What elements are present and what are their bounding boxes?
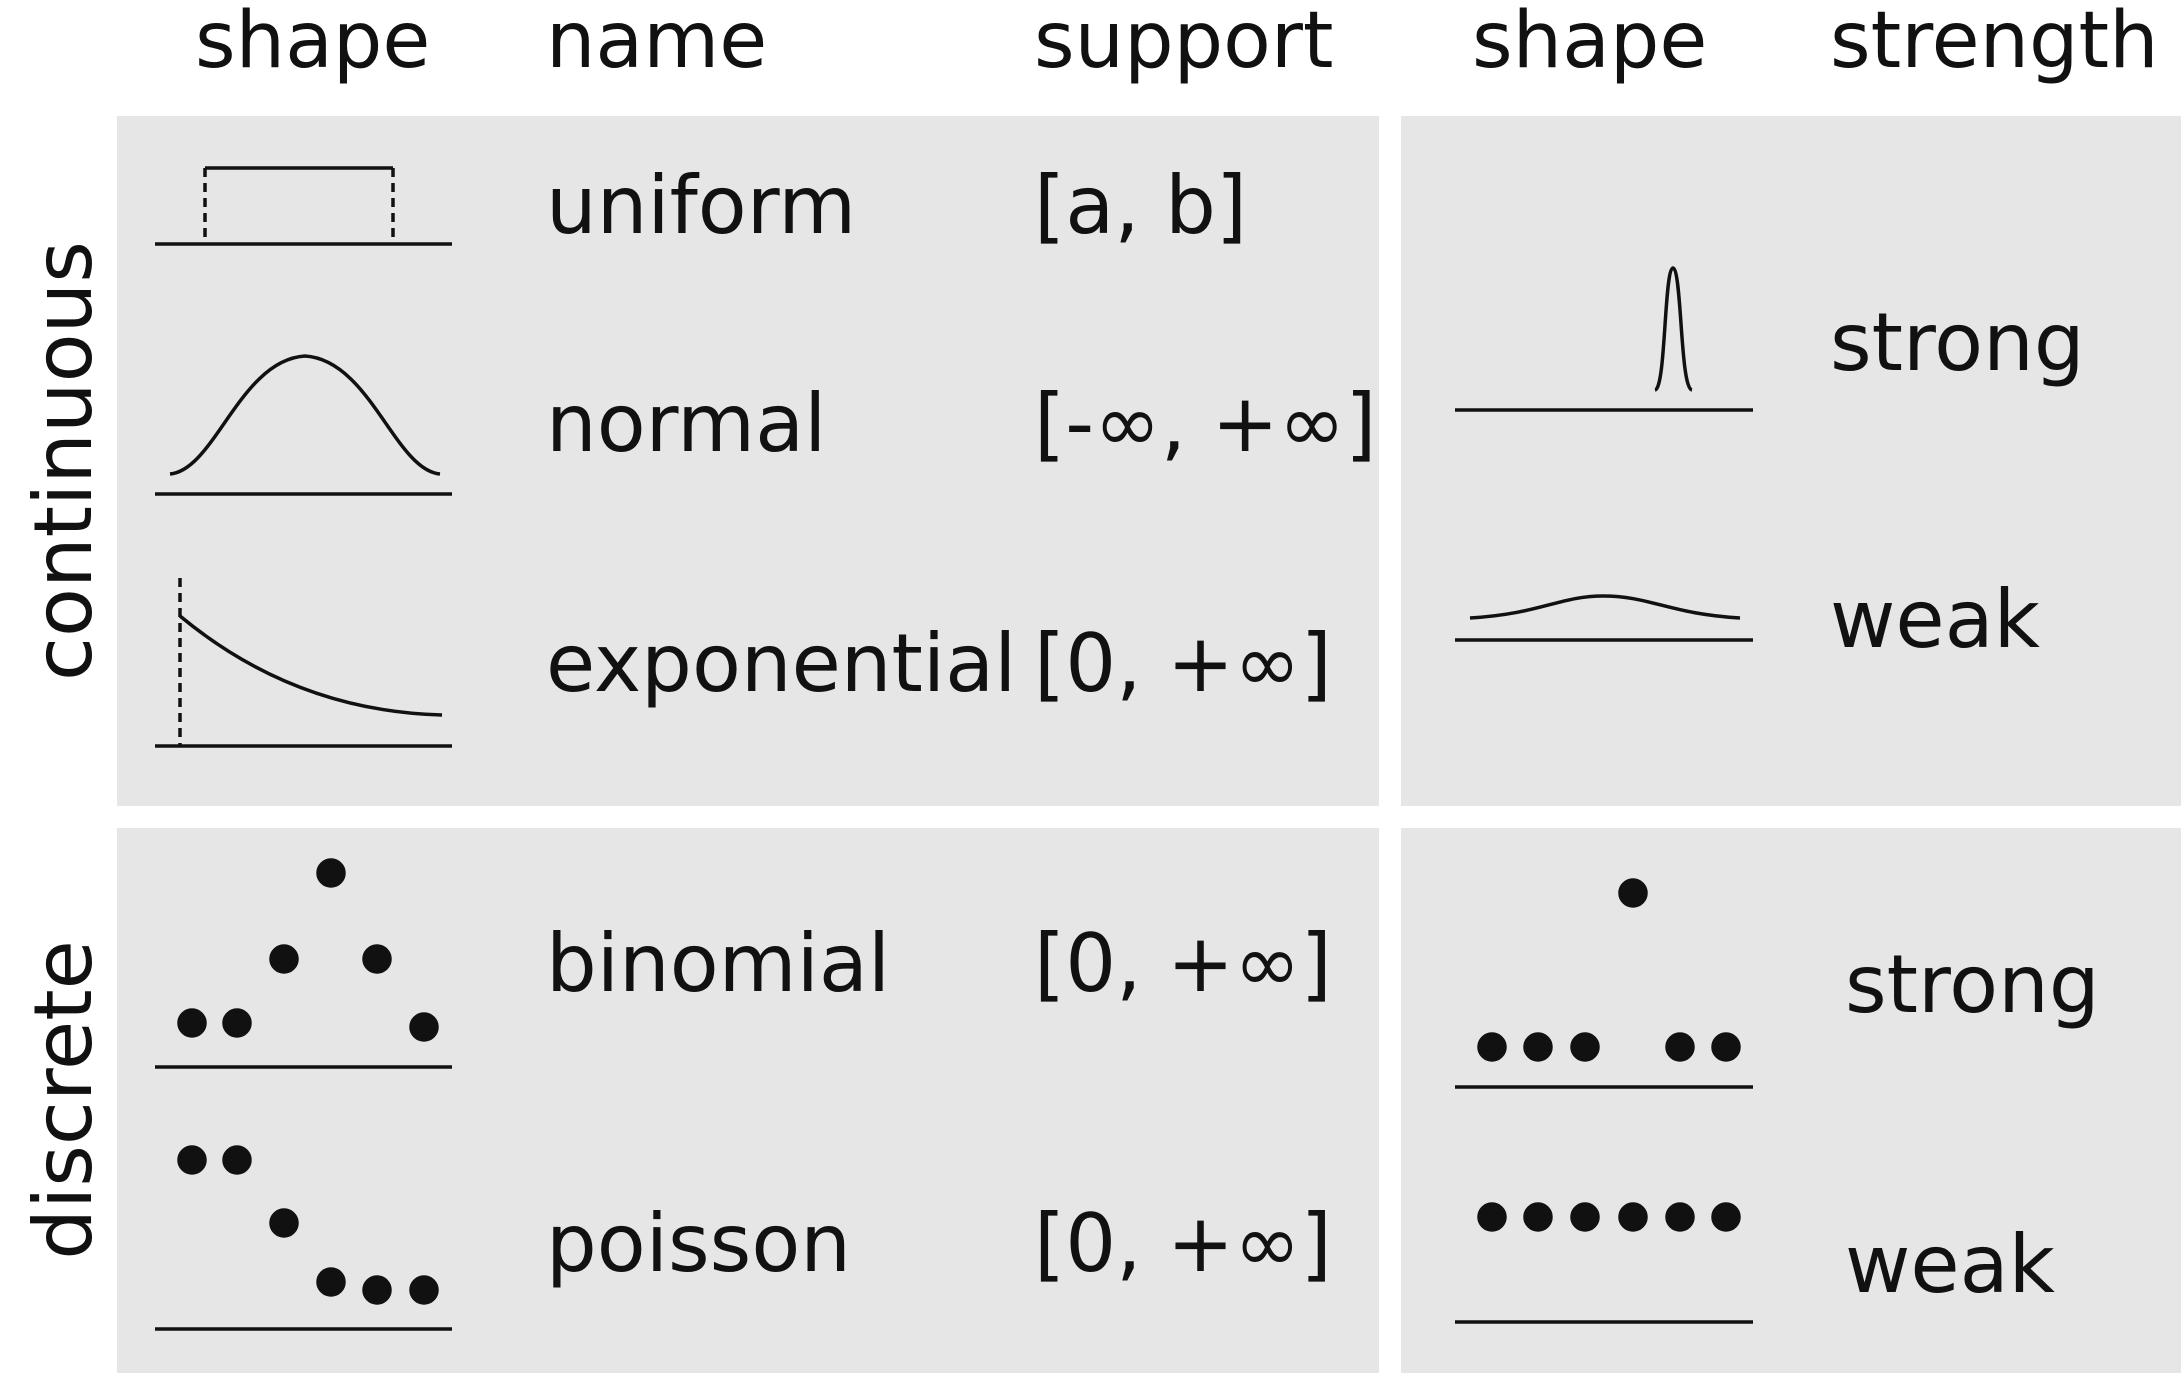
strength-discrete-weak: weak [1845,1218,2055,1311]
support-normal: [-∞, +∞] [1034,377,1377,470]
distribution-name-binomial: binomial [546,917,891,1010]
support-poisson: [0, +∞] [1034,1197,1332,1290]
header-strength: strength [1830,0,2159,86]
header-support: support [1034,0,1334,86]
distribution-name-normal: normal [546,377,827,470]
exponential-density-icon [155,578,452,748]
even-dots-icon [1455,1202,1753,1324]
narrow-peak-icon [1455,266,1753,412]
distribution-name-uniform: uniform [546,159,857,252]
header-name: name [546,0,768,86]
binomial-mass-icon [155,858,452,1069]
header-shape-left: shape [195,0,431,86]
uniform-density-icon [155,166,452,246]
flat-curve-icon [1455,594,1753,642]
support-uniform: [a, b] [1034,159,1248,252]
poisson-mass-icon [155,1145,452,1331]
strength-continuous-weak: weak [1830,573,2040,666]
support-exponential: [0, +∞] [1034,617,1332,710]
continuous-right-panel [1401,116,2181,806]
discrete-right-panel [1401,828,2181,1373]
single-high-dot-icon [1455,878,1753,1089]
strength-discrete-strong: strong [1845,938,2100,1031]
distribution-name-poisson: poisson [546,1197,851,1290]
support-binomial: [0, +∞] [1034,917,1332,1010]
distribution-name-exponential: exponential [546,617,1017,710]
strength-continuous-strong: strong [1830,296,2085,389]
normal-density-icon [155,354,452,496]
continuous-left-panel [117,116,1379,806]
header-shape-right: shape [1472,0,1708,86]
